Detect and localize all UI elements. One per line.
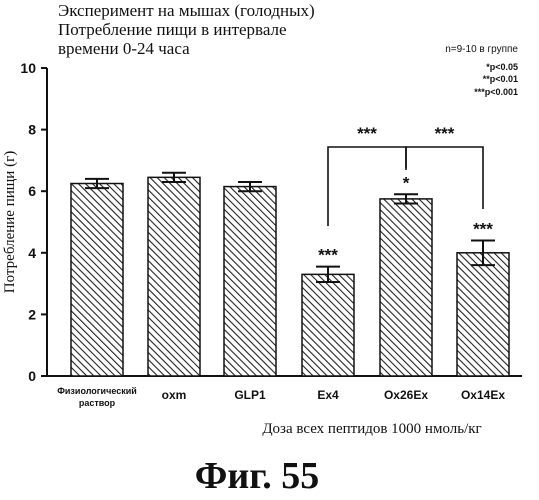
significance-marker: *** xyxy=(473,219,493,238)
bar xyxy=(302,274,354,376)
category-label: Ex4 xyxy=(317,388,339,402)
category-label: раствор xyxy=(79,398,116,408)
bar xyxy=(71,184,123,377)
significance-marker: *** xyxy=(318,246,338,265)
comparison-significance: *** xyxy=(357,124,377,143)
category-label: Физиологический xyxy=(57,386,137,396)
chart-title-line-3: времени 0-24 часа xyxy=(58,39,190,58)
bar xyxy=(148,177,200,376)
x-axis-title: Доза всех пептидов 1000 нмоль/кг xyxy=(262,421,481,437)
group-size-note: n=9-10 в группе xyxy=(445,44,518,55)
figure-caption: Фиг. 55 xyxy=(195,455,320,497)
significance-legend-3: ***p<0.001 xyxy=(474,87,518,97)
category-label: GLP1 xyxy=(234,388,266,402)
chart-title-line-2: Потребление пищи в интервале xyxy=(58,20,287,39)
bar xyxy=(380,199,432,376)
category-labels-group: Физиологический раствор oxm GLP1 Ex4 Ox26Ex Ox… xyxy=(57,386,505,408)
y-tick-label: 2 xyxy=(28,306,36,322)
significance-marker: * xyxy=(403,173,410,192)
category-label: Ox14Ex xyxy=(461,388,505,402)
bars-group: ******* xyxy=(71,173,509,376)
y-axis-title: Потребление пищи (г) xyxy=(2,151,18,293)
bar xyxy=(224,187,276,376)
y-tick-label: 0 xyxy=(28,368,36,384)
y-tick-label: 8 xyxy=(28,122,36,138)
significance-legend-2: **p<0.01 xyxy=(483,74,518,84)
bar xyxy=(457,253,509,376)
category-label: oxm xyxy=(162,388,187,402)
y-ticks-group: 0 2 4 6 8 10 xyxy=(20,60,47,384)
comparison-significance: *** xyxy=(435,124,455,143)
y-tick-label: 10 xyxy=(20,60,36,76)
y-tick-label: 4 xyxy=(28,245,36,261)
significance-legend-1: *p<0.05 xyxy=(486,62,518,72)
y-tick-label: 6 xyxy=(28,183,36,199)
chart-title-line-1: Эксперимент на мышах (голодных) xyxy=(58,1,315,20)
category-label: Ox26Ex xyxy=(384,388,428,402)
